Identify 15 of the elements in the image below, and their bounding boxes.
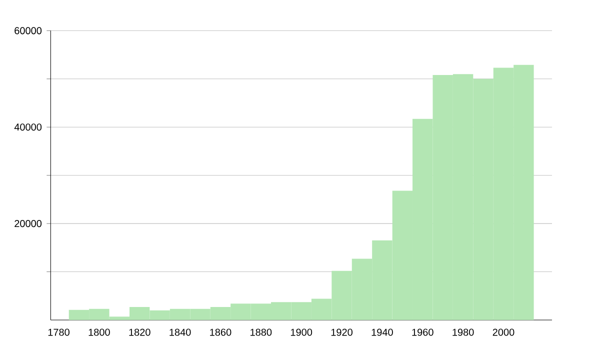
x-tick-label: 1820: [129, 328, 150, 336]
x-tick-label: 1860: [210, 328, 232, 336]
x-tick-label: 1980: [452, 328, 474, 336]
x-tick-label: 1840: [170, 328, 191, 336]
x-tick-label: 1880: [250, 328, 272, 336]
x-tick-label: 1920: [331, 328, 352, 336]
y-tick-label: 40000: [14, 124, 42, 131]
x-tick-label: 1940: [372, 328, 393, 336]
x-tick-label: 1900: [290, 328, 312, 336]
x-tick-label: 1960: [412, 328, 434, 336]
x-tick-label: 2000: [492, 328, 514, 336]
x-tick-label: 1800: [88, 328, 110, 336]
y-tick-label: 60000: [14, 27, 42, 34]
y-tick-label: 20000: [14, 220, 42, 228]
x-tick-label: 1780: [48, 328, 70, 336]
